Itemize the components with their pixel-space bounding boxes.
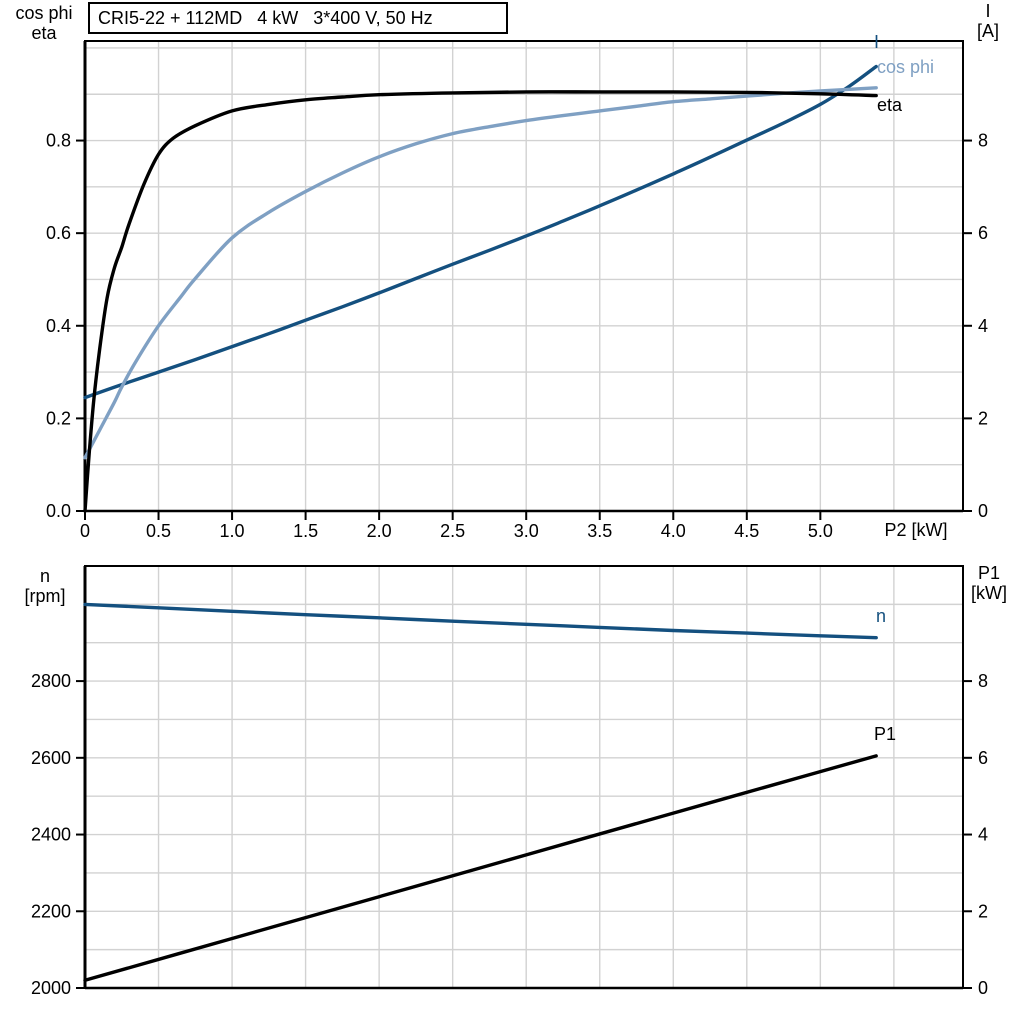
- x-tick-label: 4.0: [661, 521, 686, 541]
- right-tick-label: 8: [978, 671, 988, 691]
- x-axis-label-p2: P2 [kW]: [884, 520, 948, 540]
- x-tick-label: 4.5: [734, 521, 759, 541]
- x-tick-label: 0: [80, 521, 90, 541]
- x-tick-label: 0.5: [146, 521, 171, 541]
- left-axis-title-line2: eta: [31, 23, 57, 43]
- top-right-axis-title: I [A]: [956, 1, 1020, 41]
- x-tick-label: 3.5: [587, 521, 612, 541]
- x-tick-label: 1.0: [220, 521, 245, 541]
- p1-axis-title-line2: [kW]: [971, 583, 1007, 603]
- curve-cos-phi: [83, 86, 878, 460]
- left-tick-label: 0.4: [46, 316, 71, 336]
- left-tick-label: 2800: [31, 671, 71, 691]
- right-tick-label: 0: [978, 501, 988, 521]
- curve-P1: [83, 754, 878, 982]
- plot-frame: [84, 40, 964, 512]
- rpm-axis-title-line2: [rpm]: [24, 586, 66, 606]
- left-tick-label: 2000: [31, 978, 71, 998]
- x-tick-label: 1.5: [293, 521, 318, 541]
- right-axis-title-line2: [A]: [976, 21, 999, 41]
- curve-n: [83, 602, 878, 640]
- curve-label-p1: P1: [874, 724, 897, 744]
- p1-axis-title-line1: P1: [977, 563, 1001, 583]
- left-tick-label: 2400: [31, 825, 71, 845]
- left-tick-label: 2200: [31, 901, 71, 921]
- x-tick-label: 2.5: [440, 521, 465, 541]
- rpm-axis-title-line1: n: [39, 566, 50, 586]
- right-tick-label: 4: [978, 825, 988, 845]
- plot-frame: [84, 565, 964, 989]
- right-tick-label: 8: [978, 131, 988, 151]
- x-tick-label: 2.0: [367, 521, 392, 541]
- left-tick-label: 0.0: [46, 501, 71, 521]
- chart-title: CRI5-22 + 112MD 4 kW 3*400 V, 50 Hz: [98, 7, 433, 28]
- left-tick-label: 2600: [31, 748, 71, 768]
- x-tick-label: 5.0: [808, 521, 833, 541]
- left-tick-label: 0.6: [46, 223, 71, 243]
- right-tick-label: 6: [978, 223, 988, 243]
- curve-label-speed: n: [876, 606, 887, 626]
- curve-eta: [83, 90, 878, 513]
- right-tick-label: 6: [978, 748, 988, 768]
- curve-label-current: I: [874, 32, 880, 52]
- curve-label-eta: eta: [877, 95, 903, 115]
- right-tick-label: 0: [978, 978, 988, 998]
- left-tick-label: 0.8: [46, 131, 71, 151]
- curve-label-cos-phi: cos phi: [877, 57, 935, 77]
- chart-title-box: CRI5-22 + 112MD 4 kW 3*400 V, 50 Hz: [88, 2, 508, 34]
- right-tick-label: 2: [978, 901, 988, 921]
- right-axis-title-line1: I: [985, 1, 991, 21]
- curve-I: [83, 64, 878, 400]
- right-tick-label: 4: [978, 316, 988, 336]
- left-tick-label: 0.2: [46, 408, 71, 428]
- left-axis-title-line1: cos phi: [15, 3, 73, 23]
- right-tick-label: 2: [978, 408, 988, 428]
- bottom-left-axis-title: n [rpm]: [8, 566, 82, 606]
- x-tick-label: 3.0: [514, 521, 539, 541]
- bottom-right-axis-title: P1 [kW]: [956, 563, 1022, 603]
- top-left-axis-title: cos phi eta: [6, 3, 82, 43]
